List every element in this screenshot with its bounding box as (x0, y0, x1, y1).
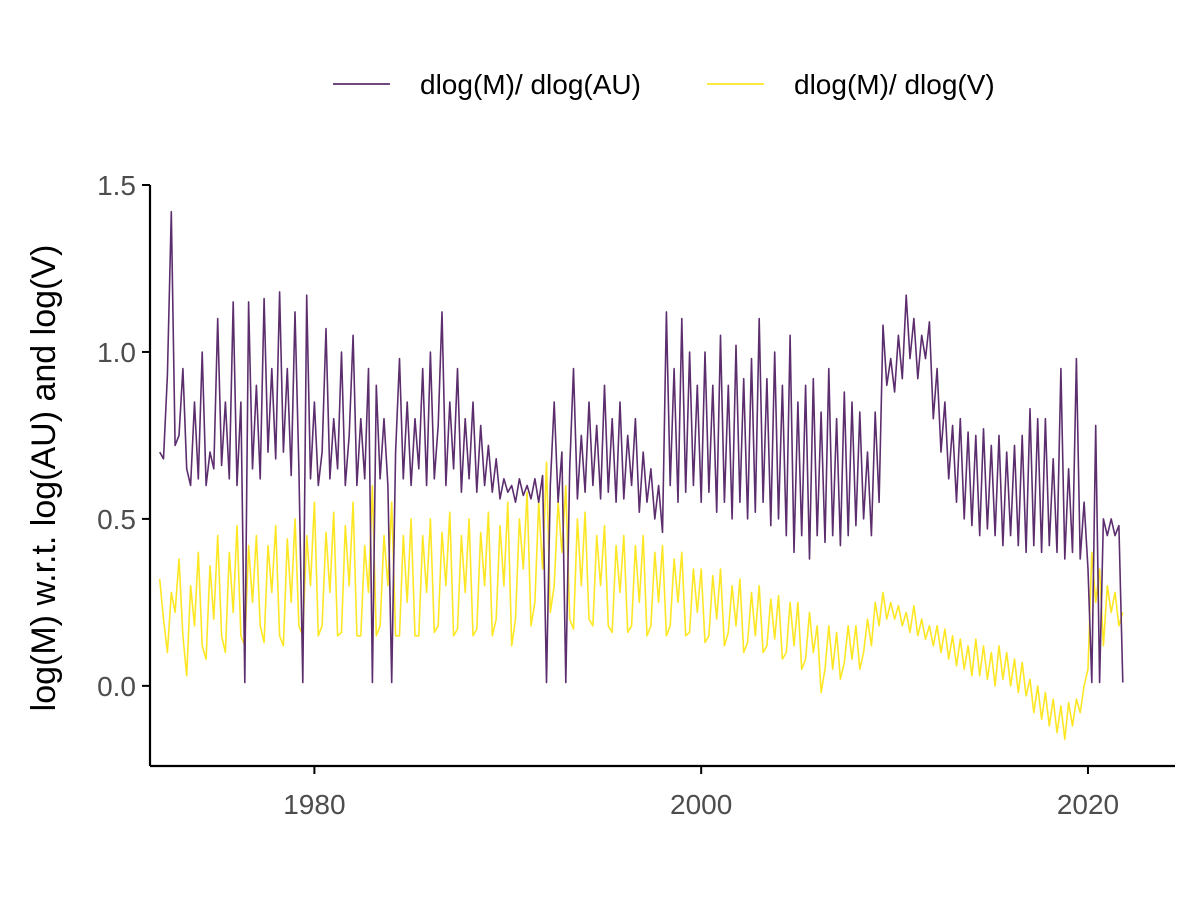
legend-label-m-v: dlog(M)/ dlog(V) (794, 69, 995, 100)
plot-area (158, 210, 1124, 741)
series-line-m-au (159, 210, 1124, 684)
x-axis: 1980 2000 2020 (150, 764, 1175, 820)
legend-label-m-au: dlog(M)/ dlog(AU) (420, 69, 641, 100)
legend: dlog(M)/ dlog(AU) dlog(M)/ dlog(V) (333, 69, 995, 100)
y-axis: 0.0 0.5 1.0 1.5 (97, 170, 152, 766)
y-tick-label: 1.0 (97, 337, 136, 368)
y-axis-title: log(M) w.r.t. log(AU) and log(V) (25, 245, 63, 712)
x-tick-label: 2000 (670, 789, 732, 820)
x-ticks: 1980 2000 2020 (283, 766, 1119, 820)
series-layer (158, 210, 1124, 741)
x-tick-label: 2020 (1057, 789, 1119, 820)
y-tick-label: 0.5 (97, 504, 136, 535)
y-tick-label: 0.0 (97, 671, 136, 702)
series-line-m-v (158, 461, 1124, 741)
x-tick-label: 1980 (283, 789, 345, 820)
y-ticks: 0.0 0.5 1.0 1.5 (97, 170, 150, 702)
y-tick-label: 1.5 (97, 170, 136, 201)
